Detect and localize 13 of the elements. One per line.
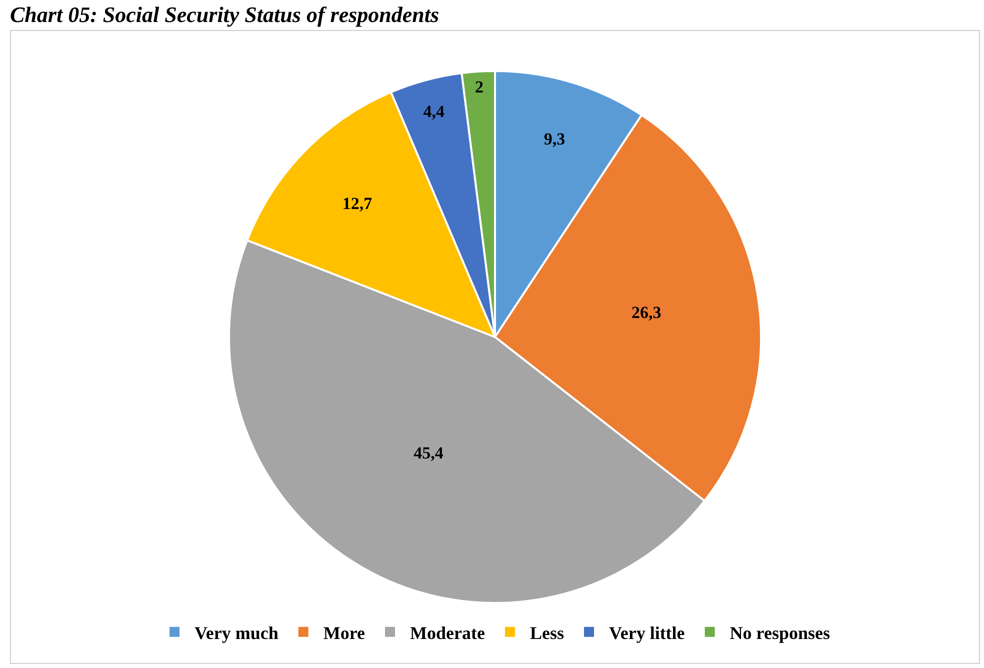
data-label: 2 [475,78,484,97]
data-label: 26,3 [631,302,662,322]
data-label: 4,4 [423,102,445,121]
data-label: 9,3 [544,130,566,149]
chart-title: Chart 05: Social Security Status of respondents [9,1,440,29]
legend-label: Less [530,622,564,643]
legend-label: More [323,622,365,643]
legend-label: Moderate [410,622,485,643]
legend-label: Very much [194,622,278,643]
data-label: 45,4 [414,444,444,463]
legend-label: No responses [730,622,830,643]
data-label: 12,7 [342,194,373,214]
legend-label: Very little [608,622,685,643]
